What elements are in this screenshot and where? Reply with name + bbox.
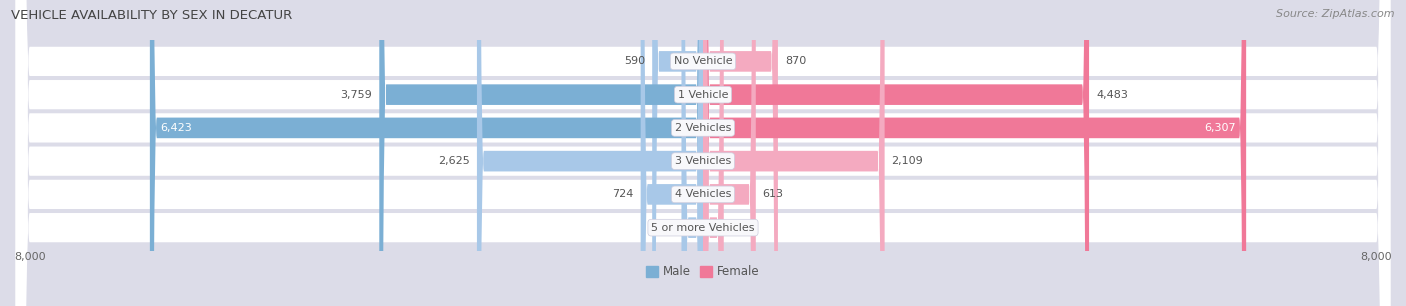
FancyBboxPatch shape [703, 0, 756, 306]
FancyBboxPatch shape [477, 0, 703, 306]
FancyBboxPatch shape [15, 0, 1391, 306]
Text: 6,423: 6,423 [160, 123, 193, 133]
Text: 2,109: 2,109 [891, 156, 924, 166]
Text: 724: 724 [613, 189, 634, 200]
FancyBboxPatch shape [15, 0, 1391, 306]
FancyBboxPatch shape [703, 0, 724, 306]
FancyBboxPatch shape [703, 0, 778, 306]
Text: 6,307: 6,307 [1204, 123, 1236, 133]
Text: 2 Vehicles: 2 Vehicles [675, 123, 731, 133]
FancyBboxPatch shape [15, 0, 1391, 306]
FancyBboxPatch shape [682, 0, 703, 306]
Text: 241: 241 [731, 223, 752, 233]
Text: Source: ZipAtlas.com: Source: ZipAtlas.com [1277, 9, 1395, 19]
FancyBboxPatch shape [15, 0, 1391, 306]
FancyBboxPatch shape [380, 0, 703, 306]
Text: 3 Vehicles: 3 Vehicles [675, 156, 731, 166]
FancyBboxPatch shape [652, 0, 703, 306]
Text: 2,625: 2,625 [439, 156, 470, 166]
FancyBboxPatch shape [703, 0, 1246, 306]
Text: 5 or more Vehicles: 5 or more Vehicles [651, 223, 755, 233]
Text: 4 Vehicles: 4 Vehicles [675, 189, 731, 200]
Text: VEHICLE AVAILABILITY BY SEX IN DECATUR: VEHICLE AVAILABILITY BY SEX IN DECATUR [11, 9, 292, 22]
FancyBboxPatch shape [150, 0, 703, 306]
FancyBboxPatch shape [703, 0, 884, 306]
Text: 590: 590 [624, 56, 645, 66]
Text: 3,759: 3,759 [340, 90, 373, 100]
FancyBboxPatch shape [641, 0, 703, 306]
Text: 1 Vehicle: 1 Vehicle [678, 90, 728, 100]
Text: 8,000: 8,000 [1361, 252, 1392, 262]
FancyBboxPatch shape [15, 0, 1391, 306]
FancyBboxPatch shape [15, 0, 1391, 306]
Text: No Vehicle: No Vehicle [673, 56, 733, 66]
Text: 870: 870 [785, 56, 806, 66]
Text: 8,000: 8,000 [14, 252, 45, 262]
FancyBboxPatch shape [703, 0, 1090, 306]
Legend: Male, Female: Male, Female [641, 261, 765, 283]
Text: 613: 613 [762, 189, 783, 200]
Text: 4,483: 4,483 [1095, 90, 1128, 100]
Text: 250: 250 [654, 223, 675, 233]
